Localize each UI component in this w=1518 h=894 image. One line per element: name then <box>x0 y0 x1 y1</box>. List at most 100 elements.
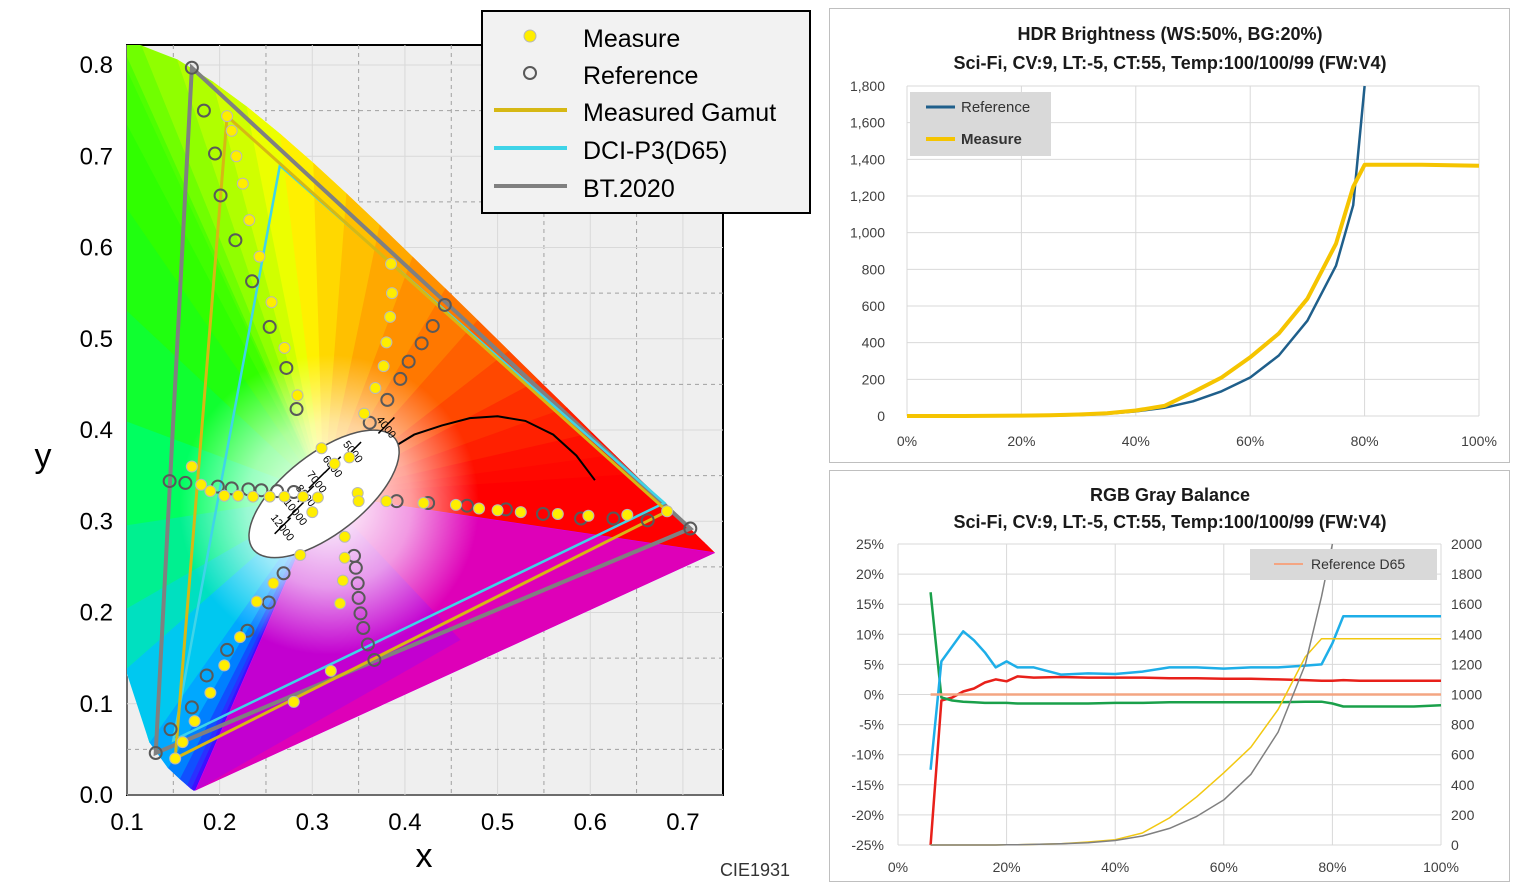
cie-y-tick-label: 0.3 <box>80 508 113 535</box>
rgb-gray-balance-panel: RGB Gray Balance Sci-Fi, CV:9, LT:-5, CT… <box>829 470 1510 882</box>
hdr-subtitle: Sci-Fi, CV:9, LT:-5, CT:55, Temp:100/100… <box>953 53 1386 73</box>
reference-point <box>351 590 366 605</box>
gamut-triangles <box>153 63 694 762</box>
gray-frame <box>829 470 1510 882</box>
gray-left-tick-label: 15% <box>856 596 884 612</box>
measured-point <box>294 549 307 562</box>
cct-tick <box>274 517 292 535</box>
measured-points <box>169 110 674 765</box>
reference-point <box>148 746 163 761</box>
cie-legend: Measure Reference Measured Gamut DCI-P3(D65… <box>481 10 811 214</box>
cie-tick-labels: 0.1 0.2 0.3 0.4 0.5 0.6 0.70.00.10.20.30.40.50… <box>80 52 700 836</box>
hdr-x-tick-label: 40% <box>1122 433 1150 449</box>
cie-legend-label: Reference <box>583 62 698 90</box>
cie-y-tick-label: 0.4 <box>80 417 113 444</box>
hdr-x-tick-label: 0% <box>897 433 917 449</box>
gray-left-tick-label: 5% <box>864 656 884 672</box>
measured-point <box>328 457 341 470</box>
measured-point <box>315 442 328 455</box>
gray-x-tick-label: 20% <box>993 859 1021 875</box>
gray-right-tick-label: 800 <box>1451 717 1475 733</box>
gray-right-tick-label: 1800 <box>1451 566 1482 582</box>
cie-legend-label: Measure <box>583 25 680 53</box>
reference-point <box>683 521 698 536</box>
measured-point <box>338 530 351 543</box>
cie-y-tick-label: 0.8 <box>80 52 113 79</box>
measured-point <box>343 451 356 464</box>
hdr-x-tick-label: 100% <box>1461 433 1497 449</box>
measured-point <box>236 177 249 190</box>
gray-left-tick-label: -5% <box>859 717 884 733</box>
cie-x-tick-label: 0.5 <box>481 809 514 836</box>
reference-point <box>401 354 416 369</box>
gray-right-tick-label: 0 <box>1451 837 1459 853</box>
reference-point <box>208 146 223 161</box>
measured-point <box>221 110 234 123</box>
gray-left-tick-label: 10% <box>856 626 884 642</box>
cie-y-tick-label: 0.2 <box>80 600 113 627</box>
measured-point <box>218 489 231 502</box>
gray-series-red <box>929 675 1441 846</box>
reference-point <box>393 371 408 386</box>
hdr-legend-measure-label: Measure <box>961 131 1022 148</box>
measured-point <box>267 577 280 590</box>
cie-x-axis-label: x <box>416 837 433 875</box>
measured-point <box>278 490 291 503</box>
gray-right-tick-label: 1400 <box>1451 626 1482 642</box>
measured-point <box>514 506 527 519</box>
reference-point <box>213 188 228 203</box>
hdr-frame <box>829 8 1510 463</box>
gray-right-tick-label: 400 <box>1451 777 1475 793</box>
hdr-y-tick-label: 400 <box>862 335 886 351</box>
cct-tick <box>308 471 326 489</box>
hdr-tick-labels: 0 200 400 600 800 1,000 1,200 1,400 1,600 1,800 0%… <box>850 78 1497 449</box>
reference-point <box>535 506 550 521</box>
gray-x-tick-label: 60% <box>1210 859 1238 875</box>
reference-point <box>353 606 368 621</box>
hdr-y-tick-label: 1,200 <box>850 188 885 204</box>
cie-y-tick-label: 0.5 <box>80 326 113 353</box>
measured-point <box>230 150 243 163</box>
reference-point <box>220 642 235 657</box>
cie-y-tick-label: 0.6 <box>80 235 113 262</box>
reference-point <box>162 474 177 489</box>
gray-left-tick-label: -15% <box>851 777 884 793</box>
gray-tick-labels: -25% -20% -15% -10% -5% 0% 5% 10% 15% 20% 25% 0 200 4… <box>851 536 1482 875</box>
gray-left-tick-label: 20% <box>856 566 884 582</box>
hdr-legend: Reference Measure <box>910 92 1051 156</box>
reference-point <box>228 233 243 248</box>
measured-point <box>225 124 238 137</box>
hdr-brightness-panel: HDR Brightness (WS:50%, BG:20%) Sci-Fi, … <box>829 8 1510 463</box>
reference-points <box>148 60 698 761</box>
measured-point <box>234 631 247 644</box>
measured-point <box>352 495 365 508</box>
measured-point <box>338 551 351 564</box>
cie-y-axis-label: y <box>35 437 52 475</box>
measured-point <box>621 508 634 521</box>
reference-point <box>276 566 291 581</box>
cie-chart: 400050006000700080001000012000 0.10.20.3… <box>35 10 811 880</box>
hdr-series-lines <box>907 85 1480 418</box>
measured-point <box>385 257 398 270</box>
cie-caption: CIE1931 <box>720 860 790 880</box>
reference-point <box>163 722 178 737</box>
hdr-y-tick-label: 600 <box>862 298 886 314</box>
reference-point <box>289 402 304 417</box>
gray-right-tick-label: 200 <box>1451 807 1475 823</box>
hdr-x-tick-label: 80% <box>1351 433 1379 449</box>
hdr-brightness-chart: HDR Brightness (WS:50%, BG:20%) Sci-Fi, … <box>829 8 1510 463</box>
measured-point <box>380 495 393 508</box>
measured-point <box>369 382 382 395</box>
hdr-y-tick-label: 800 <box>862 261 886 277</box>
gray-series-blue <box>929 614 1441 770</box>
hdr-legend-box <box>910 92 1051 156</box>
cct-tick <box>377 416 395 434</box>
measured-point <box>176 736 189 749</box>
cct-tick <box>287 501 305 519</box>
reference-point <box>261 595 276 610</box>
reference-point <box>350 576 365 591</box>
gray-x-tick-label: 80% <box>1318 859 1346 875</box>
reference-point <box>362 415 377 430</box>
measured-point <box>582 509 595 522</box>
gray-right-tick-label: 1200 <box>1451 656 1482 672</box>
